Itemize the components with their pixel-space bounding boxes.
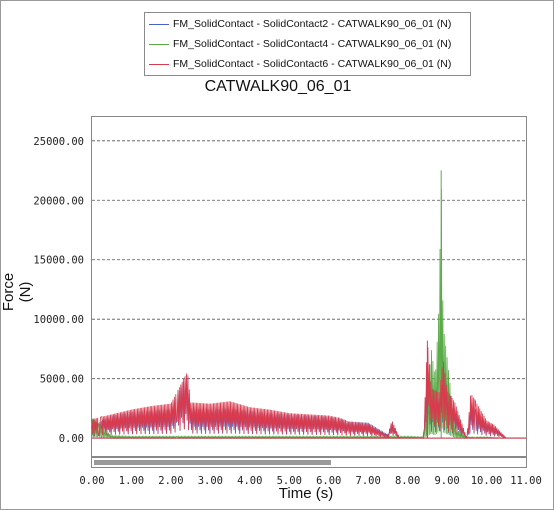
x-axis-label: Time (s) — [278, 485, 334, 502]
scrollbar-thumb[interactable] — [94, 460, 331, 465]
x-tick-label: 9.00 — [434, 475, 459, 487]
plot-area — [91, 116, 527, 457]
y-tick-label: 20000.00 — [33, 195, 84, 207]
legend-entry: FM_SolidContact - SolidContact2 - CATWAL… — [145, 16, 470, 32]
chart-title: CATWALK90_06_01 — [204, 78, 352, 95]
horizontal-scrollbar[interactable] — [91, 457, 527, 468]
legend-swatch — [149, 63, 169, 65]
legend-swatch — [149, 43, 169, 45]
y-tick-label: 25000.00 — [33, 136, 84, 148]
legend-swatch — [149, 23, 169, 25]
legend-label: FM_SolidContact - SolidContact4 - CATWAL… — [173, 38, 452, 50]
x-tick-label: 1.00 — [119, 475, 144, 487]
legend-entry: FM_SolidContact - SolidContact4 - CATWAL… — [145, 36, 470, 52]
x-tick-label: 6.00 — [316, 475, 341, 487]
y-tick-label: 10000.00 — [33, 314, 84, 326]
x-tick-label: 10.00 — [471, 475, 503, 487]
x-tick-label: 8.00 — [395, 475, 420, 487]
x-tick-label: 11.00 — [510, 475, 542, 487]
chart-legend: FM_SolidContact - SolidContact2 - CATWAL… — [144, 12, 471, 76]
legend-entry: FM_SolidContact - SolidContact6 - CATWAL… — [145, 56, 470, 72]
x-tick-label: 2.00 — [158, 475, 183, 487]
x-tick-label: 5.00 — [277, 475, 302, 487]
legend-label: FM_SolidContact - SolidContact2 - CATWAL… — [173, 18, 452, 30]
legend-label: FM_SolidContact - SolidContact6 - CATWAL… — [173, 58, 452, 70]
y-tick-label: 15000.00 — [33, 255, 84, 267]
series-line — [91, 189, 526, 440]
x-tick-label: 4.00 — [237, 475, 262, 487]
y-tick-label: 0.00 — [59, 433, 84, 445]
series-line — [91, 347, 526, 440]
y-tick-label: 5000.00 — [40, 374, 84, 386]
x-tick-label: 0.00 — [79, 475, 104, 487]
x-tick-label: 7.00 — [356, 475, 381, 487]
x-tick-label: 3.00 — [198, 475, 223, 487]
